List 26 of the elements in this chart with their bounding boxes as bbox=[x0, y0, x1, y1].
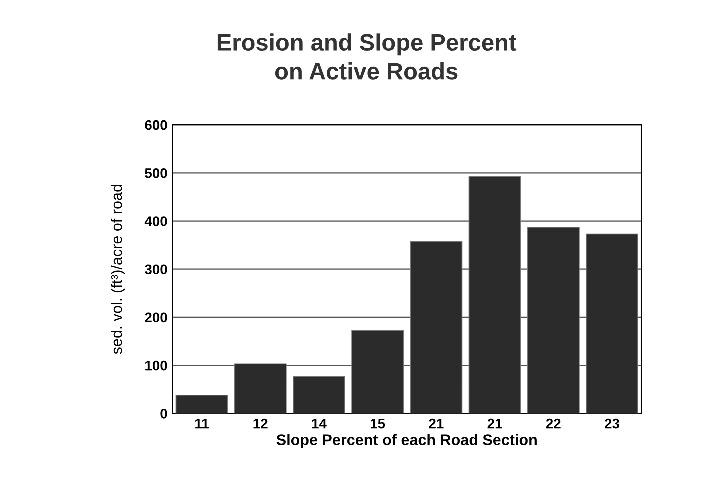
bar bbox=[586, 234, 638, 414]
x-axis-title: Slope Percent of each Road Section bbox=[276, 434, 537, 448]
x-tick-label: 21 bbox=[488, 418, 502, 429]
bar bbox=[352, 330, 404, 414]
y-tick-label: 300 bbox=[145, 264, 168, 275]
x-tick-label: 21 bbox=[429, 418, 444, 429]
y-tick-label: 0 bbox=[160, 408, 168, 419]
bar bbox=[176, 394, 228, 414]
bar bbox=[410, 242, 463, 414]
y-axis-title: sed. vol. (ft³)/acre of road bbox=[111, 185, 126, 354]
y-tick-label: 600 bbox=[145, 120, 168, 130]
bar bbox=[234, 364, 287, 414]
bar bbox=[293, 376, 346, 414]
bar bbox=[527, 227, 580, 414]
x-tick-label: 12 bbox=[254, 418, 268, 429]
y-tick-label: 500 bbox=[145, 168, 168, 178]
y-tick-label: 200 bbox=[145, 312, 168, 323]
y-tick-label: 400 bbox=[144, 216, 168, 226]
x-tick-label: 22 bbox=[546, 418, 561, 429]
chart-title: Erosion and Slope Percent on Active Roads bbox=[218, 34, 517, 80]
x-tick-label: 15 bbox=[370, 419, 386, 429]
x-tick-label: 11 bbox=[196, 419, 209, 429]
y-tick-label: 100 bbox=[146, 360, 168, 371]
x-tick-label: 23 bbox=[605, 418, 620, 429]
x-tick-label: 14 bbox=[312, 419, 327, 429]
bar bbox=[468, 176, 522, 414]
